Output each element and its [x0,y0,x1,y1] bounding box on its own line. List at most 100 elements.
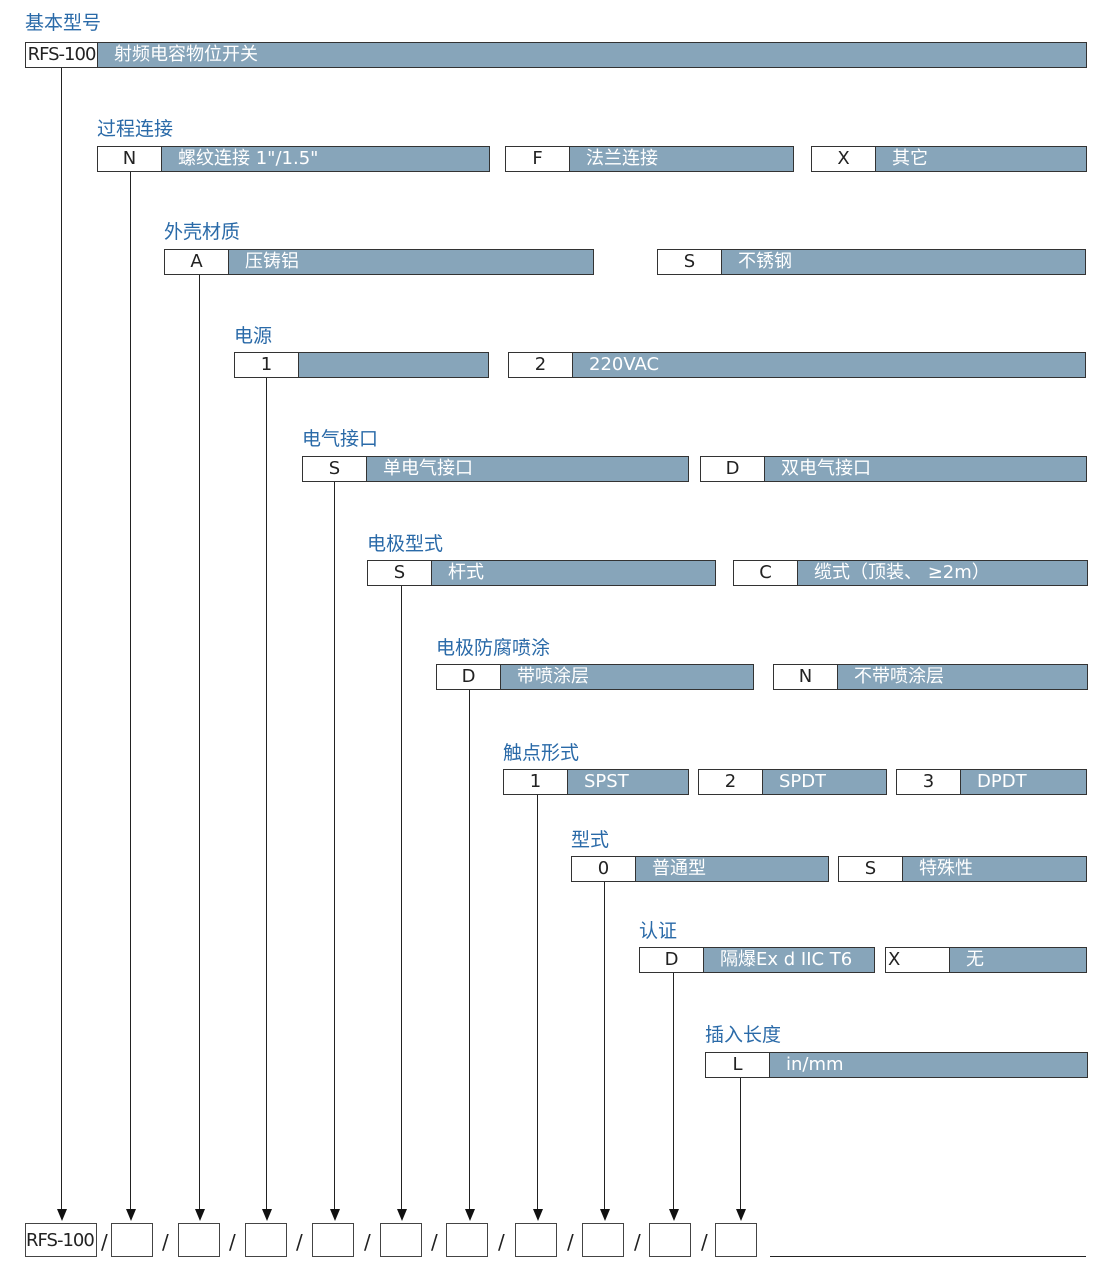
option-row[interactable]: 0 普通型 [571,856,829,882]
section-title: 电源 [234,325,273,347]
option-desc: 双电气接口 [781,458,871,479]
connector-line [199,275,200,1218]
option-code: 2 [509,353,573,377]
connector-line [334,482,335,1218]
section-title: 电极防腐喷涂 [436,637,551,659]
option-row[interactable]: X 其它 [811,146,1087,172]
section-title: 型式 [571,829,610,851]
option-code: 1 [504,770,568,794]
arrow-down-icon [735,1209,746,1221]
order-code-slot[interactable] [245,1223,287,1257]
section-title: 外壳材质 [164,221,241,243]
option-code: X [886,948,950,972]
section-title: 认证 [639,920,678,942]
order-code-slot[interactable] [380,1223,422,1257]
section-title: 过程连接 [97,118,174,140]
option-desc: in/mm [786,1054,844,1075]
connector-line [61,68,62,1218]
option-code: 3 [897,770,961,794]
separator-slash: / [567,1230,574,1254]
option-desc: 带喷涂层 [517,666,589,687]
order-code-slot[interactable] [649,1223,691,1257]
option-row[interactable]: 2 SPDT [698,769,887,795]
option-code: C [734,561,798,585]
option-code: S [368,561,432,585]
connector-line [604,882,605,1218]
arrow-down-icon [532,1209,543,1221]
option-desc: 法兰连接 [586,148,658,169]
order-code-slot[interactable] [515,1223,557,1257]
option-code: D [640,948,704,972]
option-row[interactable]: 3 DPDT [896,769,1087,795]
connector-line [740,1078,741,1218]
option-row[interactable]: D 隔爆Ex d IIC T6 [639,947,875,973]
separator-slash: / [229,1230,236,1254]
connector-line [266,378,267,1218]
option-desc [299,353,315,377]
option-row[interactable]: A 压铸铝 [164,249,594,275]
option-code: 1 [235,353,299,377]
order-code-slot[interactable] [178,1223,220,1257]
connector-line [130,172,131,1218]
option-row[interactable]: 2 220VAC [508,352,1086,378]
option-desc: 杆式 [448,562,484,583]
section-title: 插入长度 [705,1024,782,1046]
order-code-prefix: RFS-100 [26,1230,95,1251]
option-desc: SPST [584,771,629,792]
connector-line [673,973,674,1218]
arrow-down-icon [56,1209,67,1221]
connector-line [537,795,538,1218]
option-desc: 隔爆Ex d IIC T6 [720,949,853,970]
base-model-code: RFS-100 [26,43,98,67]
arrow-down-icon [194,1209,205,1221]
option-row[interactable]: C 缆式（顶装、 ≥2m） [733,560,1088,586]
option-row[interactable]: D 双电气接口 [700,456,1087,482]
option-desc: 压铸铝 [245,251,299,272]
order-code-slot[interactable] [446,1223,488,1257]
option-code: D [437,665,501,689]
section-title: 触点形式 [503,742,580,764]
base-model-desc: 射频电容物位开关 [114,44,258,65]
option-row[interactable]: 1 [234,352,489,378]
option-row[interactable]: N 螺纹连接 1"/1.5" [97,146,490,172]
option-desc: 不带喷涂层 [854,666,944,687]
option-desc: SPDT [779,771,827,792]
option-code: N [774,665,838,689]
option-row[interactable]: N 不带喷涂层 [773,664,1088,690]
option-desc: 螺纹连接 1"/1.5" [178,148,319,169]
separator-slash: / [364,1230,371,1254]
separator-slash: / [101,1230,108,1254]
connector-line [401,586,402,1218]
arrow-down-icon [396,1209,407,1221]
option-row[interactable]: S 单电气接口 [302,456,689,482]
option-code: 2 [699,770,763,794]
option-desc: 220VAC [589,354,660,375]
option-row[interactable]: S 不锈钢 [657,249,1086,275]
option-row[interactable]: 1 SPST [503,769,689,795]
option-desc: 缆式（顶装、 ≥2m） [814,562,990,583]
option-row[interactable]: S 特殊性 [838,856,1087,882]
order-code-slot[interactable] [312,1223,354,1257]
arrow-down-icon [668,1209,679,1221]
option-desc: DPDT [977,771,1027,792]
option-desc: 无 [966,949,984,970]
arrow-down-icon [125,1209,136,1221]
option-code: A [165,250,229,274]
option-desc: 其它 [892,148,928,169]
connector-line [469,690,470,1218]
option-row[interactable]: F 法兰连接 [505,146,794,172]
separator-slash: / [162,1230,169,1254]
order-code-slot[interactable] [715,1223,757,1257]
order-code-slot[interactable] [111,1223,153,1257]
separator-slash: / [431,1230,438,1254]
order-code-underline [770,1256,1086,1257]
option-row[interactable]: S 杆式 [367,560,716,586]
separator-slash: / [498,1230,505,1254]
option-row[interactable]: D 带喷涂层 [436,664,754,690]
option-code: S [658,250,722,274]
arrow-down-icon [464,1209,475,1221]
order-code-slot[interactable] [582,1223,624,1257]
option-code: S [839,857,903,881]
